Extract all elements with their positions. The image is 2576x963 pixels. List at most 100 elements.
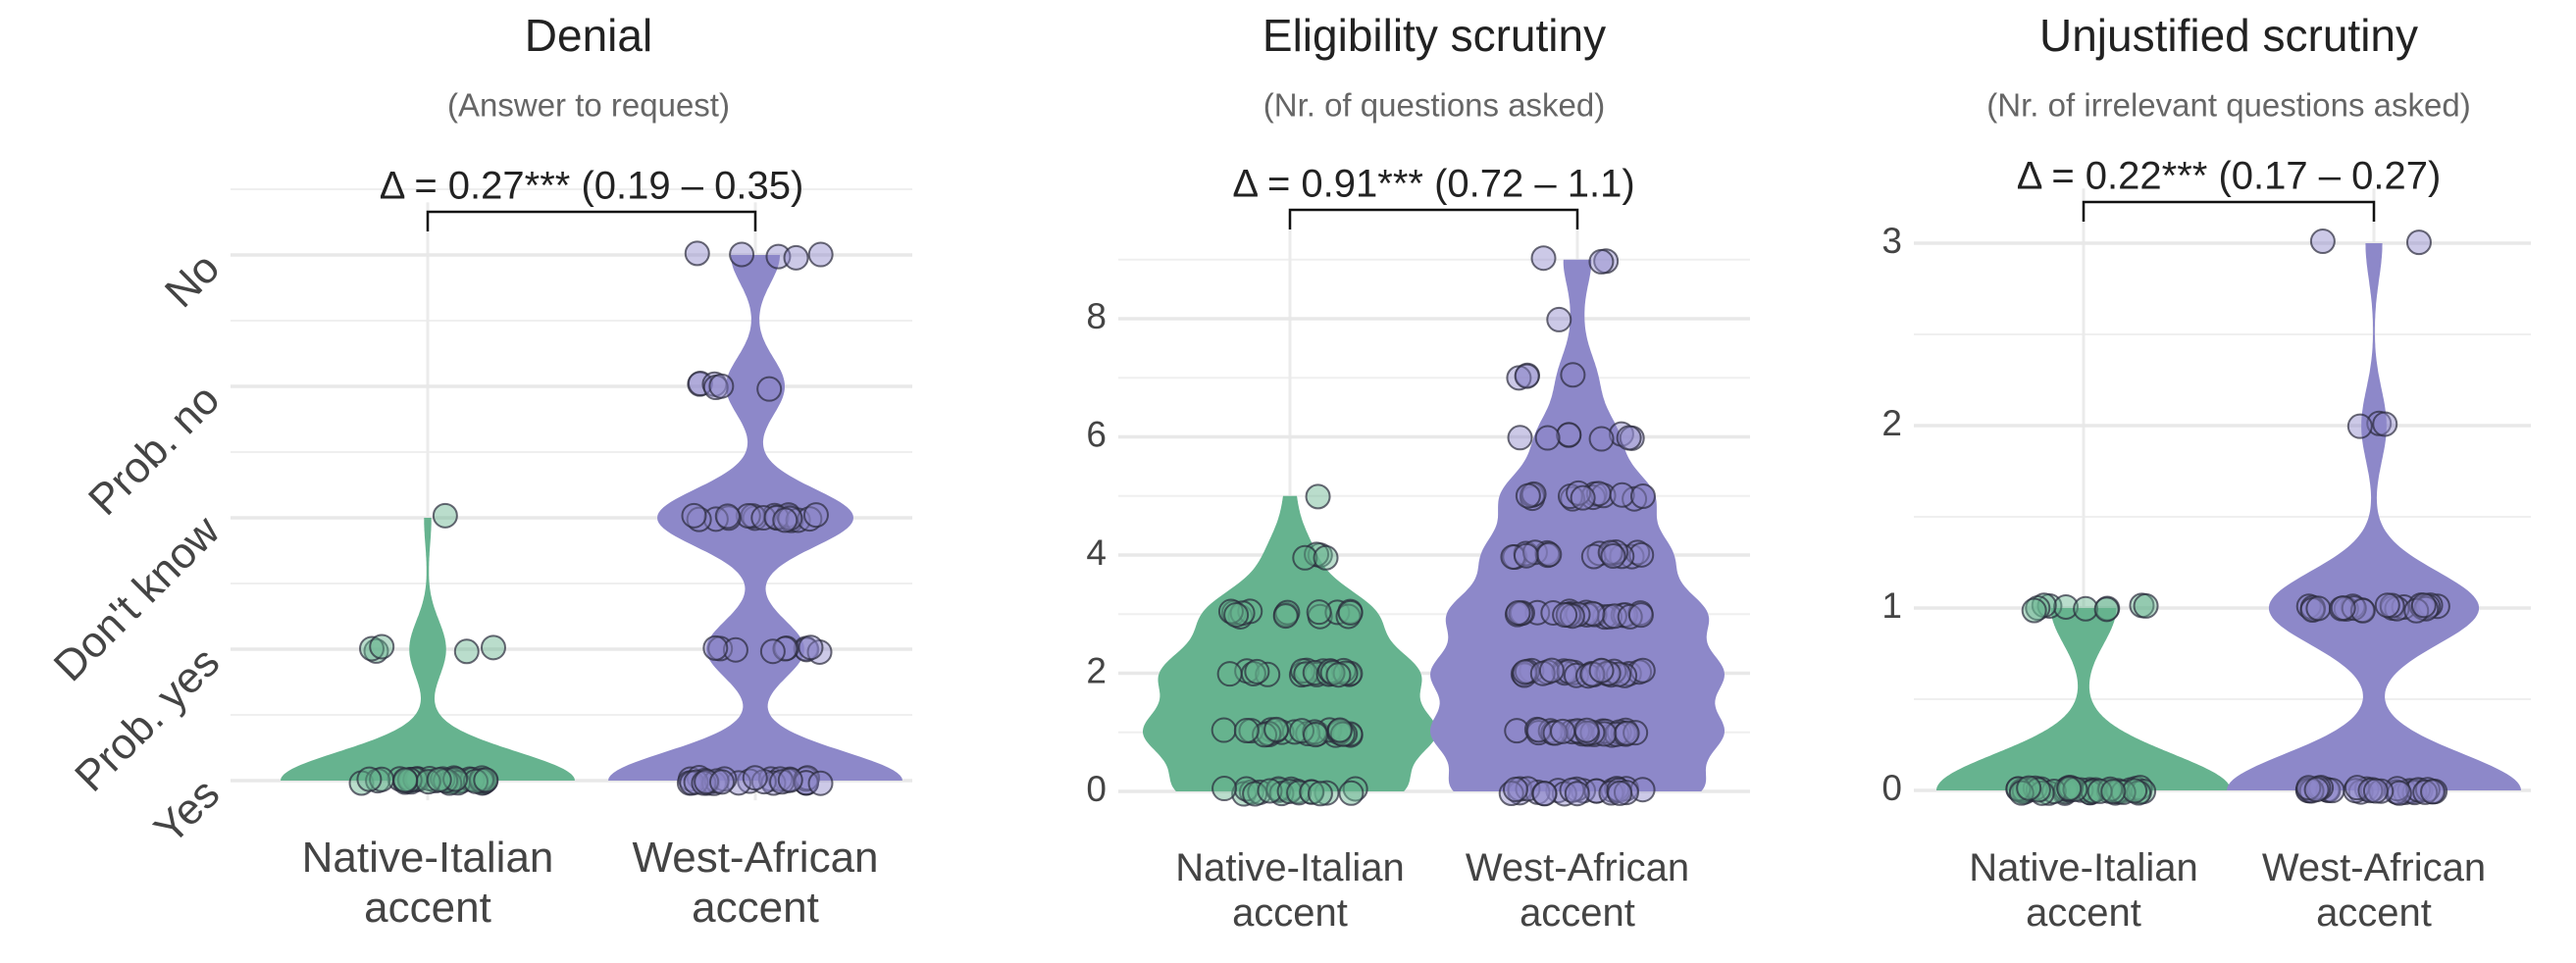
point (2122, 778, 2148, 804)
point (2405, 229, 2432, 256)
point (1531, 781, 1558, 807)
point (807, 241, 834, 268)
point (2346, 413, 2373, 439)
point (1616, 425, 1642, 451)
point (1609, 482, 1635, 508)
point (1607, 780, 1633, 806)
violin (1143, 495, 1437, 791)
y-tick-label: 0 (1086, 769, 1107, 809)
y-tick-label: Prob. no (79, 376, 229, 525)
point (756, 376, 783, 402)
point (1629, 482, 1656, 509)
point (2362, 778, 2389, 804)
point (772, 507, 799, 533)
point (1244, 658, 1270, 684)
panel-title: Denial (525, 10, 652, 61)
point (1534, 425, 1561, 451)
points (684, 240, 834, 271)
point (683, 769, 709, 795)
point (1513, 542, 1539, 569)
point (1507, 425, 1533, 451)
point (684, 240, 710, 267)
point (2349, 597, 2376, 624)
point (1536, 541, 1563, 568)
points (358, 634, 506, 665)
y-tick-label: 4 (1086, 532, 1107, 573)
point (1614, 720, 1640, 746)
point (1613, 780, 1639, 806)
points (1507, 421, 1645, 452)
points (1546, 306, 1572, 332)
point (1263, 716, 1290, 742)
point (783, 244, 809, 271)
point (463, 768, 489, 794)
point (453, 638, 480, 665)
panel-title: Eligibility scrutiny (1262, 10, 1606, 61)
point (687, 371, 713, 397)
point (2420, 779, 2447, 805)
y-tick-label: 1 (1881, 585, 1902, 626)
point (426, 767, 452, 793)
x-tick-label: Native-Italian accent (1175, 846, 1405, 935)
bracket (426, 210, 757, 231)
x-tick-label: Native-Italian accent (301, 834, 554, 932)
point (2052, 593, 2079, 620)
point (1512, 659, 1538, 685)
points (1305, 483, 1331, 510)
points (681, 502, 829, 533)
point (1342, 776, 1368, 802)
points (1211, 776, 1368, 807)
point (1329, 721, 1356, 747)
point (2295, 775, 2322, 801)
point (759, 638, 786, 665)
points (1530, 245, 1620, 275)
point (1550, 718, 1576, 744)
point (1506, 365, 1532, 391)
point (798, 634, 824, 661)
points (1510, 657, 1656, 689)
y-tick-label: 2 (1881, 403, 1902, 443)
violin (281, 518, 575, 781)
point (2087, 778, 2113, 804)
point (1502, 777, 1528, 803)
points (1211, 716, 1364, 748)
panel-subtitle: (Nr. of irrelevant questions asked) (1986, 87, 2470, 124)
point (1257, 778, 1283, 804)
points (1500, 539, 1655, 571)
violin (2227, 243, 2521, 790)
bracket (1288, 208, 1579, 229)
x-tick-label: West-African accent (632, 834, 879, 932)
y-tick-label: 8 (1086, 296, 1107, 336)
y-tick-label: No (156, 244, 229, 317)
point (1504, 718, 1530, 744)
point (793, 770, 819, 796)
points (1217, 598, 1364, 630)
point (1566, 480, 1592, 506)
points (1506, 362, 1586, 391)
point (709, 769, 736, 795)
point (2372, 411, 2398, 437)
points (2021, 592, 2159, 624)
points (432, 502, 458, 529)
point (1498, 781, 1524, 807)
points (702, 634, 833, 665)
panel-subtitle: (Nr. of questions asked) (1263, 87, 1606, 124)
point (1211, 776, 1238, 802)
point (2303, 777, 2330, 803)
point (1573, 717, 1600, 743)
y-tick-label: 2 (1086, 650, 1107, 690)
point (1564, 781, 1590, 807)
point (2100, 779, 2127, 805)
points (1504, 598, 1654, 631)
points (1292, 541, 1339, 571)
point (1600, 543, 1626, 570)
point (1223, 602, 1250, 629)
point (1216, 661, 1243, 687)
bracket (2082, 200, 2376, 222)
panel-subtitle: (Answer to request) (447, 87, 730, 124)
point (1337, 599, 1364, 626)
points (1216, 657, 1364, 688)
points (2294, 775, 2448, 806)
